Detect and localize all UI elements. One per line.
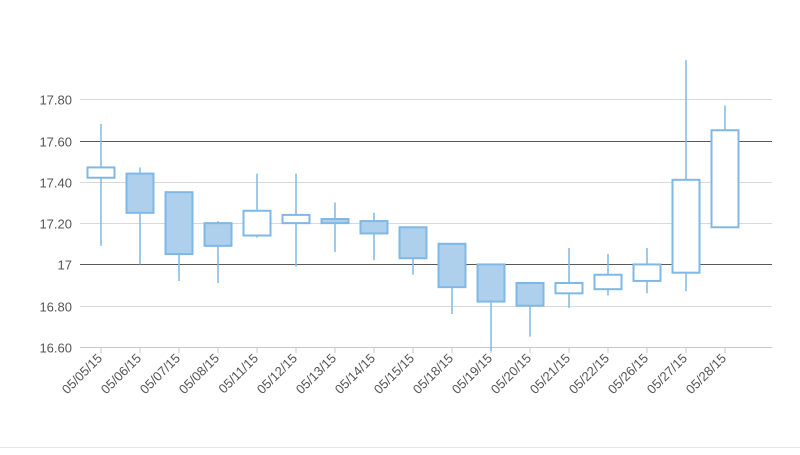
x-tick-label: 05/20/15 [488,351,534,397]
x-tick-label: 05/12/15 [254,351,300,397]
x-tick-label: 05/05/15 [59,351,105,397]
x-tick-label: 05/22/15 [566,351,612,397]
x-tick-label: 05/18/15 [410,351,456,397]
candle-body [437,242,467,289]
gridlines [80,99,772,307]
bottom-divider [0,447,800,448]
candle-body [671,178,701,274]
y-tick-label: 17.40 [39,176,72,191]
y-tick-label: 16.80 [39,300,72,315]
candle-body [593,273,623,291]
x-tick-label: 05/07/15 [137,351,183,397]
x-tick-label: 05/27/15 [644,351,690,397]
candle-body [203,222,233,247]
x-tick-label: 05/28/15 [683,351,729,397]
x-tick-label: 05/14/15 [332,351,378,397]
x-tick-label: 05/11/15 [215,351,261,397]
candle-body [632,263,662,282]
y-tick-label: 16.60 [39,341,72,356]
x-tick-label: 05/19/15 [449,351,495,397]
candle-body [164,191,194,256]
candle-body [476,263,506,303]
candle-body [398,226,428,260]
x-tick-label: 05/15/15 [371,351,417,397]
candle-body [359,220,389,235]
candle-body [242,209,272,237]
y-tick-label: 17 [58,258,72,273]
y-axis: 16.60 16.80 17 17.20 17.40 17.60 17.80 [39,93,72,356]
candle-body [554,282,584,295]
x-tick-label: 05/13/15 [293,351,339,397]
candle-body [320,218,350,225]
x-tick-label: 05/08/15 [176,351,222,397]
candle-body [86,166,116,179]
x-tick-label: 05/26/15 [605,351,651,397]
x-axis: 05/05/1505/06/1505/07/1505/08/1505/11/15… [59,347,772,397]
y-tick-label: 17.60 [39,135,72,150]
y-tick-label: 17.20 [39,217,72,232]
candle-body [710,129,740,229]
candles [86,60,740,352]
x-tick-label: 05/21/15 [527,351,573,397]
candle-body [125,172,155,214]
candle-body [281,213,311,225]
candle-body [515,282,545,307]
x-tick-label: 05/06/15 [98,351,144,397]
y-tick-label: 17.80 [39,93,72,108]
